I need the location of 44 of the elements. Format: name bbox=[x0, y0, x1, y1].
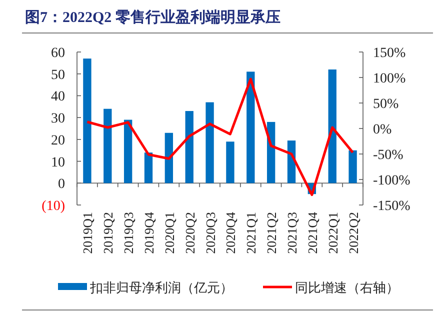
y-tick-label: 60 bbox=[51, 46, 65, 61]
bar bbox=[206, 102, 214, 184]
bar bbox=[124, 120, 132, 184]
x-tick-label: 2022Q1 bbox=[325, 212, 340, 254]
bar bbox=[144, 152, 153, 184]
x-tick-label: 2020Q2 bbox=[182, 212, 198, 254]
x-tick-label: 2021Q4 bbox=[304, 212, 320, 254]
legend-label: 同比增速（右轴） bbox=[295, 280, 399, 295]
y2-tick-label: -100% bbox=[373, 174, 411, 188]
x-tick-label: 2020Q3 bbox=[202, 212, 218, 254]
y2-tick-label: -150% bbox=[373, 199, 411, 214]
line-series bbox=[86, 78, 354, 196]
x-tick-label: 2019Q2 bbox=[100, 212, 116, 254]
chart-title: 图7：2022Q2 零售行业盈利端明显承压 bbox=[25, 9, 280, 26]
y2-tick-label: 150% bbox=[373, 46, 406, 61]
y2-tick-label: -50% bbox=[373, 148, 404, 163]
y-tick-label: 20 bbox=[51, 133, 65, 148]
y2-tick-label: 100% bbox=[373, 72, 406, 86]
y2-tick-label: 50% bbox=[373, 97, 399, 112]
bar bbox=[185, 111, 194, 184]
x-tick-label: 2021Q3 bbox=[284, 212, 300, 254]
y-tick-label: 0 bbox=[58, 177, 65, 192]
x-tick-label: 2021Q1 bbox=[244, 212, 259, 254]
bar bbox=[104, 108, 112, 184]
y2-tick-label: 0% bbox=[373, 122, 392, 138]
x-tick-label: 2019Q3 bbox=[121, 212, 136, 254]
y-tick-label: 40 bbox=[51, 90, 65, 105]
y-tick-label: (10) bbox=[42, 199, 66, 214]
x-tick-label: 2020Q4 bbox=[223, 212, 238, 254]
bar bbox=[348, 150, 357, 184]
y-tick-label: 10 bbox=[51, 155, 65, 170]
bar bbox=[164, 132, 174, 184]
bar bbox=[83, 58, 92, 184]
x-tick-label: 2022Q2 bbox=[346, 212, 361, 254]
y-tick-label: 50 bbox=[51, 68, 65, 83]
x-tick-label: 2019Q4 bbox=[142, 212, 156, 254]
bar bbox=[246, 72, 255, 184]
y-tick-label: 30 bbox=[51, 112, 65, 127]
x-tick-label: 2020Q1 bbox=[162, 212, 177, 254]
x-tick-label: 2021Q2 bbox=[264, 212, 280, 254]
bar bbox=[226, 142, 234, 184]
legend-label: 扣非归母净利润（亿元） bbox=[89, 280, 233, 295]
bar bbox=[328, 69, 336, 184]
x-tick-label: 2019Q1 bbox=[80, 212, 96, 254]
